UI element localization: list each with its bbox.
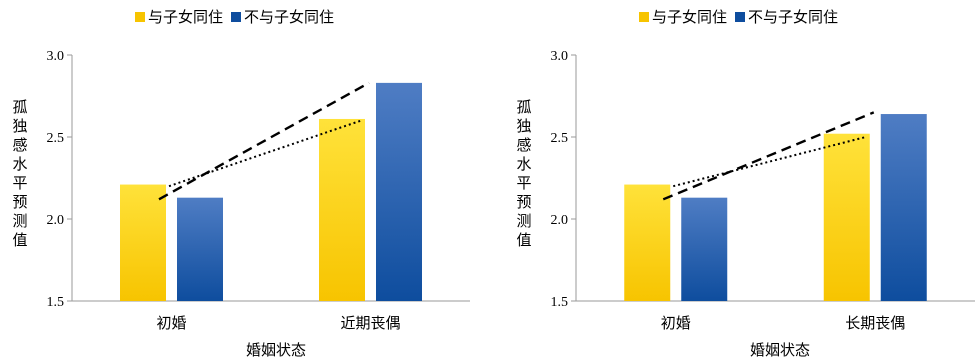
legend: 与子女同住 不与子女同住 [135,8,334,26]
y-axis-label: 孤独感水平预测值 [12,98,27,249]
bar-without-children-1 [177,197,223,301]
x-axis-label: 婚姻状态 [750,341,810,359]
bar-without-children-1 [681,197,728,301]
x-tick-label: 初婚 [156,314,186,332]
legend-label-2: 不与子女同住 [748,8,838,26]
bar-with-children-2 [319,118,365,302]
bar-with-children-1 [624,184,671,301]
legend-swatch-1 [135,12,145,22]
y-tick-label: 2.0 [551,213,569,228]
bar-with-children-2 [823,133,870,301]
y-tick-label: 1.5 [47,295,65,310]
bar-with-children-1 [120,184,166,301]
y-axis-label: 孤独感水平预测值 [516,98,531,249]
legend-label-1: 与子女同住 [148,8,223,26]
y-tick-label: 1.5 [551,295,569,310]
y-tick-label: 3.0 [551,49,569,64]
y-tick-label: 2.5 [47,131,65,146]
trend-line-dashed [158,81,370,201]
bar-without-children-2 [880,114,927,301]
legend-label-2: 不与子女同住 [244,8,334,26]
trend-line-dotted [168,119,362,188]
legend-label-1: 与子女同住 [652,8,727,26]
y-tick-label: 2.5 [551,131,569,146]
legend-swatch-2 [231,12,241,22]
y-tick-label: 3.0 [47,49,65,64]
y-tick-label: 2.0 [47,213,65,228]
bar-without-children-2 [376,82,422,301]
x-tick-label: 近期丧偶 [340,314,400,332]
legend-swatch-2 [735,12,745,22]
legend-swatch-1 [639,12,649,22]
x-axis-label: 婚姻状态 [246,341,306,359]
trend-line-dashed [662,111,875,201]
legend: 与子女同住 不与子女同住 [639,8,838,26]
x-tick-label: 初婚 [661,314,691,332]
x-tick-label: 长期丧偶 [845,314,905,332]
trend-line-dotted [673,136,866,188]
